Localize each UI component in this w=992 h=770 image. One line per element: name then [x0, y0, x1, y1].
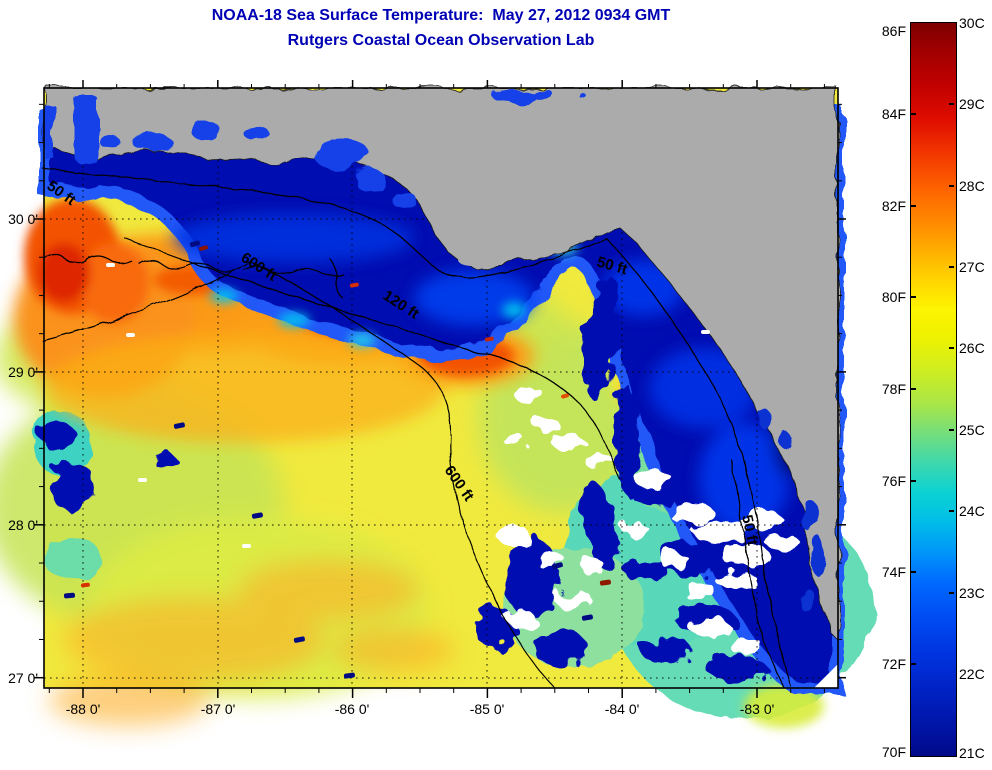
colorbar: [910, 22, 957, 757]
plot-border: [43, 87, 839, 689]
colorbar-celsius-label: 26C: [959, 340, 985, 356]
colorbar-fahrenheit-label: 84F: [881, 106, 906, 122]
depth-contours: [41, 167, 793, 689]
x-axis-tick-label: -83 0': [739, 701, 775, 717]
colorbar-fahrenheit-label: 70F: [881, 744, 906, 760]
colorbar-celsius-label: 29C: [959, 96, 985, 112]
sst-map: 50 ft 600 ft 120 ft 50 ft 600 ft 50 ft: [0, 80, 874, 728]
flagged-pixels: [63, 240, 710, 679]
colorbar-tick: [949, 510, 954, 512]
coastal-island: [458, 254, 486, 266]
colorbar-fahrenheit-label: 72F: [881, 656, 906, 672]
y-axis-tick-label: 27 0': [8, 670, 38, 686]
colorbar-tick: [949, 185, 954, 187]
corner-notch: [814, 664, 838, 688]
page-title: NOAA-18 Sea Surface Temperature: May 27,…: [211, 7, 671, 24]
colorbar-tick: [911, 571, 916, 573]
colorbar-tick: [911, 113, 916, 115]
colorbar-celsius-label: 21C: [959, 745, 985, 761]
colorbar-tick: [911, 205, 916, 207]
bays: [44, 89, 825, 613]
colorbar-celsius-label: 27C: [959, 259, 985, 275]
colorbar-fahrenheit-label: 80F: [881, 289, 906, 305]
colorbar-tick: [949, 266, 954, 268]
colorbar-celsius-label: 25C: [959, 422, 985, 438]
colorbar-celsius-label: 30C: [959, 15, 985, 31]
land-mass: [43, 87, 839, 641]
x-axis-tick-label: -85 0': [469, 701, 505, 717]
colorbar-tick: [949, 103, 954, 105]
colorbar-celsius-label: 22C: [959, 666, 985, 682]
x-axis-tick-label: -86 0': [334, 701, 370, 717]
colorbar-fahrenheit-label: 78F: [881, 381, 906, 397]
map-plot-area: 50 ft 600 ft 120 ft 50 ft 600 ft 50 ft: [0, 80, 874, 728]
x-axis-tick-label: -88 0': [65, 701, 101, 717]
x-axis-tick-label: -84 0': [604, 701, 640, 717]
colorbar-fahrenheit-label: 86F: [881, 23, 906, 39]
colorbar-tick: [911, 296, 916, 298]
y-axis-tick-label: 28 0': [8, 517, 38, 533]
colorbar-fahrenheit-label: 82F: [881, 198, 906, 214]
colorbar-tick: [911, 480, 916, 482]
y-axis-tick-label: 30 0': [8, 211, 38, 227]
colorbar-celsius-label: 28C: [959, 178, 985, 194]
page-subtitle: Rutgers Coastal Ocean Observation Lab: [287, 32, 595, 49]
colorbar-tick: [949, 429, 954, 431]
colorbar-fahrenheit-label: 74F: [881, 564, 906, 580]
contour-label-50ft-shelf: 50 ft: [738, 513, 761, 547]
colorbar-celsius-label: 24C: [959, 503, 985, 519]
x-axis-tick-label: -87 0': [200, 701, 236, 717]
colorbar-tick: [911, 388, 916, 390]
y-axis-tick-label: 29 0': [8, 364, 38, 380]
colorbar-tick: [949, 347, 954, 349]
colorbar-tick: [949, 592, 954, 594]
colorbar-fahrenheit-label: 76F: [881, 473, 906, 489]
colorbar-celsius-label: 23C: [959, 585, 985, 601]
colorbar-tick: [911, 663, 916, 665]
